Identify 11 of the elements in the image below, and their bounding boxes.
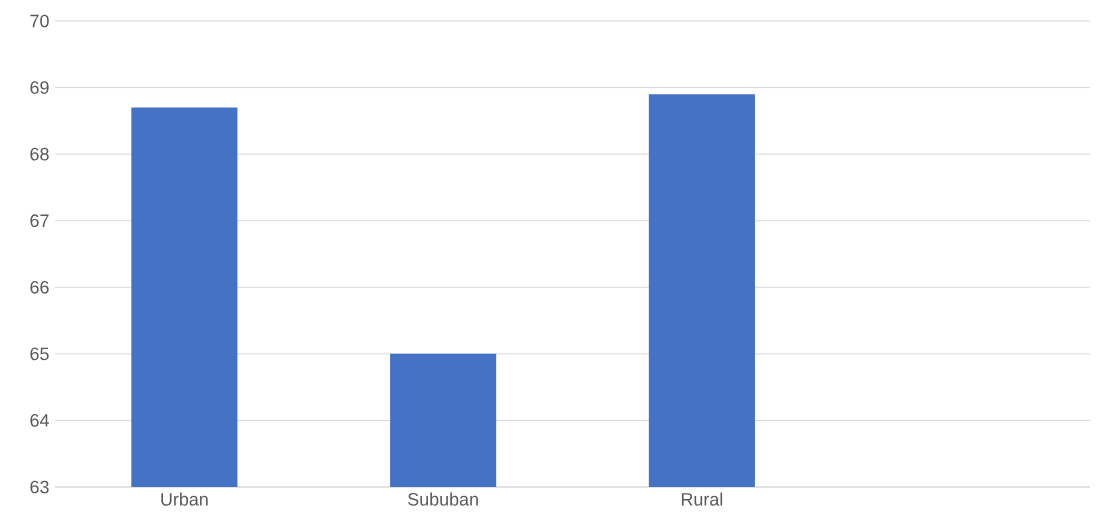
y-tick-label: 70 [30,14,49,28]
y-tick-label: 69 [30,81,49,94]
x-tick-label: Sububan [408,492,478,506]
y-tick-label: 63 [30,480,49,494]
y-tick-label: 66 [30,280,49,294]
y-tick-label: 64 [30,414,49,427]
x-tick-label: Urban [161,492,208,506]
x-tick-label: Rural [681,492,723,506]
y-tick-label: 68 [30,147,49,161]
y-tick-label: 67 [30,214,49,228]
y-tick-label: 65 [30,347,49,361]
